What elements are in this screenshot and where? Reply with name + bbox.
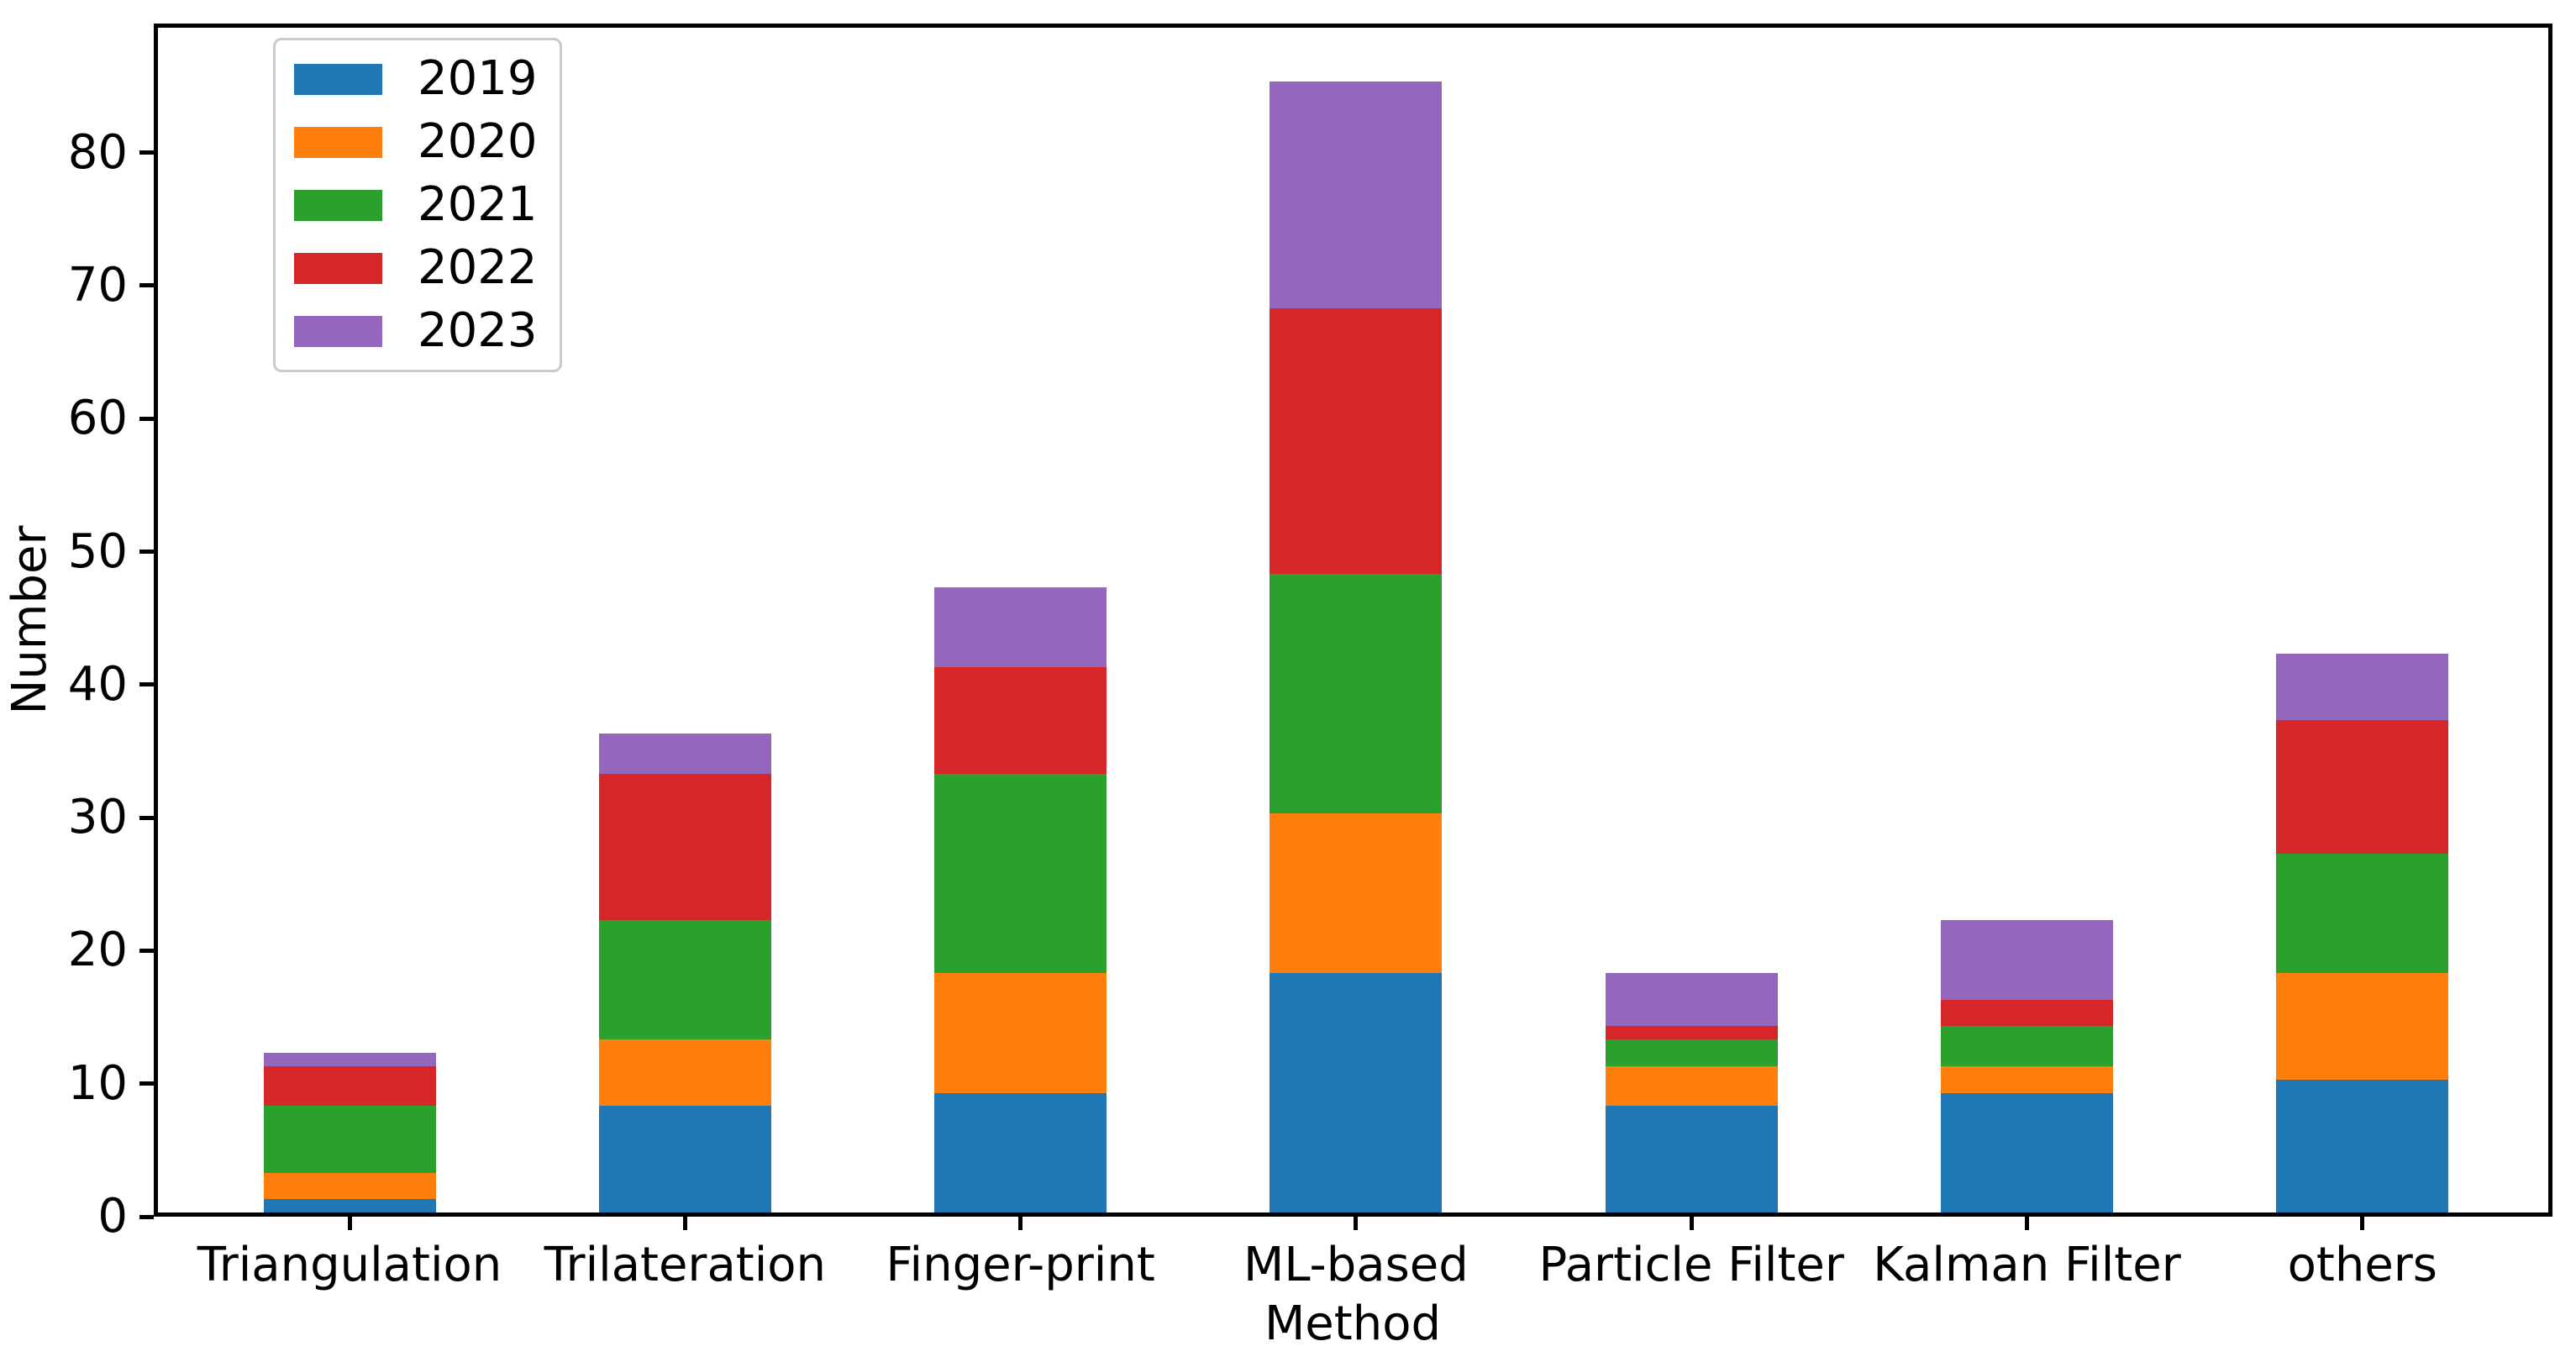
legend-entry-2022: 2022: [294, 245, 538, 292]
bar-segment-2020: [1605, 1065, 1778, 1107]
y-tick-label: 70: [67, 257, 128, 313]
legend-label: 2021: [418, 177, 538, 232]
x-tick-label: ML-based: [1243, 1238, 1469, 1292]
legend-label: 2019: [418, 51, 538, 106]
stacked-bar-ml-based: [1270, 82, 1443, 1212]
legend: 2019 2020 2021 2022 2023: [273, 38, 562, 372]
stacked-bar-trilateration: [598, 734, 771, 1212]
y-tick-label: 60: [67, 391, 128, 446]
x-tick-mark: [2360, 1217, 2365, 1230]
bar-segment-2022: [2276, 720, 2449, 854]
y-axis-label: Number: [3, 525, 57, 715]
y-tick-label: 30: [67, 790, 128, 845]
x-tick-label: Particle Filter: [1538, 1238, 1844, 1292]
bar-segment-2023: [263, 1053, 436, 1066]
y-tick-label: 10: [67, 1055, 128, 1111]
bar-segment-2021: [934, 773, 1107, 974]
y-tick-mark: [139, 550, 154, 554]
legend-entry-2023: 2023: [294, 308, 538, 355]
legend-label: 2023: [418, 303, 538, 358]
bar-segment-2023: [598, 734, 771, 774]
stacked-bar-others: [2276, 654, 2449, 1212]
x-axis-label: Method: [1264, 1297, 1442, 1351]
bar-segment-2020: [263, 1172, 436, 1200]
bar-segment-2021: [598, 919, 771, 1040]
bar-segment-2021: [263, 1106, 436, 1173]
y-tick-label: 50: [67, 523, 128, 579]
bar-segment-2021: [2276, 853, 2449, 974]
legend-entry-2019: 2019: [294, 55, 538, 103]
bar-segment-2019: [1941, 1092, 2113, 1212]
bar-segment-2021: [1605, 1039, 1778, 1066]
x-tick-mark: [1354, 1217, 1359, 1230]
x-tick-mark: [682, 1217, 687, 1230]
y-tick-mark: [139, 815, 154, 820]
legend-entry-2021: 2021: [294, 181, 538, 229]
bar-segment-2019: [1270, 973, 1443, 1212]
x-tick-mark: [347, 1217, 352, 1230]
legend-swatch-2020: [294, 126, 382, 158]
x-tick-mark: [2025, 1217, 2029, 1230]
bar-segment-2023: [1605, 973, 1778, 1027]
stacked-bar-kalman-filter: [1941, 919, 2113, 1212]
bar-segment-2020: [1270, 813, 1443, 974]
legend-swatch-2022: [294, 252, 382, 284]
legend-swatch-2021: [294, 189, 382, 221]
bar-segment-2020: [598, 1039, 771, 1107]
bar-segment-2022: [1941, 999, 2113, 1027]
x-tick-mark: [1689, 1217, 1694, 1230]
x-tick-label: Kalman Filter: [1873, 1238, 2181, 1292]
y-tick-label: 20: [67, 923, 128, 978]
y-tick-mark: [139, 948, 154, 953]
x-tick-label: Finger-print: [886, 1238, 1155, 1292]
bar-segment-2022: [934, 667, 1107, 774]
stacked-bar-particle-filter: [1605, 973, 1778, 1212]
bar-segment-2021: [1941, 1026, 2113, 1066]
bar-segment-2020: [1941, 1065, 2113, 1093]
bar-segment-2019: [598, 1106, 771, 1212]
bar-segment-2020: [2276, 973, 2449, 1080]
bar-segment-2019: [2276, 1079, 2449, 1212]
bar-segment-2022: [598, 773, 771, 920]
y-tick-mark: [139, 1214, 154, 1219]
stacked-bar-finger-print: [934, 587, 1107, 1212]
bar-segment-2023: [1270, 82, 1443, 308]
y-tick-label: 80: [67, 124, 128, 180]
legend-entry-2020: 2020: [294, 118, 538, 166]
y-tick-mark: [139, 283, 154, 288]
y-tick-label: 40: [67, 656, 128, 712]
legend-swatch-2023: [294, 315, 382, 347]
x-tick-label: Trilateration: [544, 1238, 827, 1292]
legend-swatch-2019: [294, 63, 382, 95]
x-tick-mark: [1018, 1217, 1023, 1230]
bar-segment-2023: [934, 587, 1107, 667]
y-tick-mark: [139, 682, 154, 687]
bar-segment-2021: [1270, 574, 1443, 814]
x-tick-label: others: [2287, 1238, 2437, 1292]
y-tick-mark: [139, 1081, 154, 1086]
x-tick-label: Triangulation: [197, 1238, 502, 1292]
bar-segment-2020: [934, 973, 1107, 1093]
bar-segment-2022: [263, 1065, 436, 1107]
bar-segment-2023: [1941, 919, 2113, 1000]
y-tick-label: 0: [97, 1189, 128, 1244]
bar-segment-2022: [1270, 308, 1443, 575]
legend-label: 2022: [418, 240, 538, 295]
bar-segment-2023: [2276, 654, 2449, 721]
bar-segment-2019: [263, 1199, 436, 1212]
stacked-bar-triangulation: [263, 1053, 436, 1212]
y-tick-mark: [139, 416, 154, 421]
y-tick-mark: [139, 150, 154, 155]
bar-segment-2019: [934, 1092, 1107, 1212]
legend-label: 2020: [418, 114, 538, 169]
bar-segment-2022: [1605, 1026, 1778, 1040]
bar-segment-2019: [1605, 1106, 1778, 1212]
